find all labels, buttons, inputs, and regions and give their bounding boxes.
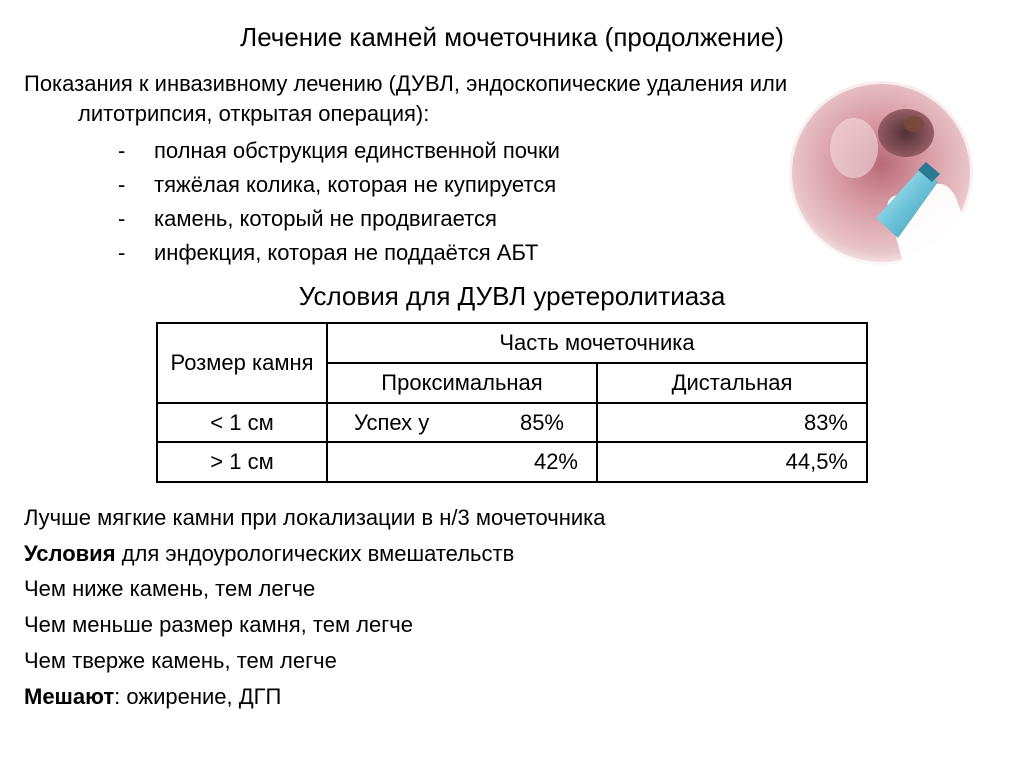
section-subtitle: Условия для ДУВЛ уретеролитиаза [24,279,1000,314]
bullet-text: тяжёлая колика, которая не купируется [154,170,556,200]
dash-icon: - [118,170,154,200]
th-distal: Дистальная [597,363,867,403]
bullet-text: полная обструкция единственной почки [154,136,560,166]
bullet-text: инфекция, которая не поддаётся АБТ [154,238,538,268]
note-line: Чем ниже камень, тем легче [24,574,1000,604]
list-item: - полная обструкция единственной почки [118,136,780,166]
note-line: Чем тверже камень, тем легче [24,646,1000,676]
table-row: < 1 см Успех у 85% 83% [157,403,867,443]
intro-line1: Показания к инвазивному лечению (ДУВЛ, э… [24,69,800,99]
cell-size: > 1 см [157,442,327,482]
note-line: Лучше мягкие камни при локализации в н/3… [24,503,1000,533]
bullet-text: камень, который не продвигается [154,204,497,234]
list-item: - тяжёлая колика, которая не купируется [118,170,780,200]
note-line: Чем меньше размер камня, тем легче [24,610,1000,640]
dash-icon: - [118,204,154,234]
list-item: - инфекция, которая не поддаётся АБТ [118,238,780,268]
note-rest: : ожирение, ДГП [114,684,281,709]
table-row: > 1 см 42% 44,5% [157,442,867,482]
cell-size: < 1 см [157,403,327,443]
success-value: 85% [520,408,564,438]
note-bold: Мешают [24,684,114,709]
notes-block: Лучше мягкие камни при локализации в н/3… [24,503,1000,711]
list-item: - камень, который не продвигается [118,204,780,234]
note-line: Условия для эндоурологических вмешательс… [24,539,1000,569]
th-stone-size: Розмер камня [157,323,327,402]
success-label: Успех у [354,408,429,438]
page-title: Лечение камней мочеточника (продолжение) [24,20,1000,55]
note-rest: для эндоурологических вмешательств [116,541,515,566]
cell-dist: 83% [597,403,867,443]
intro-line2: литотрипсия, открытая операция): [24,99,800,129]
endoscopy-image [786,78,976,268]
th-proximal: Проксимальная [327,363,597,403]
cell-prox: Успех у 85% [327,403,597,443]
dash-icon: - [118,238,154,268]
cell-prox: 42% [327,442,597,482]
note-bold: Условия [24,541,116,566]
dash-icon: - [118,136,154,166]
eswl-table: Розмер камня Часть мочеточника Проксимал… [24,322,1000,483]
th-ureter-part: Часть мочеточника [327,323,867,363]
note-line: Мешают: ожирение, ДГП [24,682,1000,712]
cell-dist: 44,5% [597,442,867,482]
